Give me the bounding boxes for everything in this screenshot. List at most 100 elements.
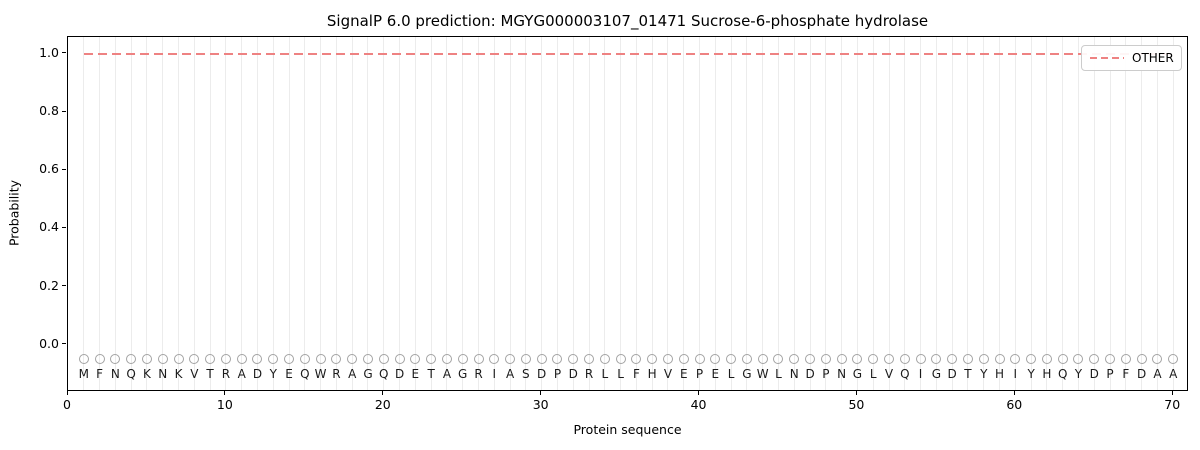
residue-letter: A bbox=[442, 366, 452, 381]
gridline bbox=[1014, 37, 1016, 390]
residue-letter: P bbox=[695, 366, 704, 381]
x-tick-mark bbox=[1171, 391, 1173, 395]
residue-marker-circle bbox=[1105, 354, 1116, 365]
residue-letter: N bbox=[110, 366, 120, 381]
x-tick-label: 30 bbox=[532, 397, 549, 412]
gridline bbox=[1141, 37, 1143, 390]
residue-letter: N bbox=[837, 366, 847, 381]
residue-letter: T bbox=[206, 366, 214, 381]
x-tick-mark bbox=[382, 391, 384, 395]
residue-letter: Q bbox=[1057, 366, 1068, 381]
gridline bbox=[777, 37, 779, 390]
residue-marker-circle bbox=[647, 354, 658, 365]
residue-letter: F bbox=[96, 366, 104, 381]
gridline bbox=[888, 37, 890, 390]
gridline bbox=[825, 37, 827, 390]
residue-letter: P bbox=[1106, 366, 1114, 381]
residue-marker-circle bbox=[962, 354, 973, 365]
gridline bbox=[556, 37, 558, 390]
residue-letter: L bbox=[601, 366, 609, 381]
gridline bbox=[809, 37, 811, 390]
y-tick-label: 0.2 bbox=[39, 277, 59, 293]
gridline bbox=[367, 37, 369, 390]
residue-letter: Y bbox=[1027, 366, 1035, 381]
residue-letter: M bbox=[78, 366, 89, 381]
residue-letter: N bbox=[158, 366, 168, 381]
residue-letter: G bbox=[363, 366, 373, 381]
residue-letter: A bbox=[1169, 366, 1178, 381]
legend-label-other: OTHER bbox=[1132, 51, 1174, 65]
residue-marker-circle bbox=[394, 354, 405, 365]
residue-letter: Y bbox=[980, 366, 988, 381]
residue-letter: H bbox=[995, 366, 1005, 381]
residue-marker-circle bbox=[773, 354, 784, 365]
gridline bbox=[414, 37, 416, 390]
residue-letter: L bbox=[775, 366, 782, 381]
gridline bbox=[114, 37, 116, 390]
gridline bbox=[714, 37, 716, 390]
residue-letter: V bbox=[190, 366, 199, 381]
gridline bbox=[683, 37, 685, 390]
residue-letter: R bbox=[221, 366, 231, 381]
residue-letter: S bbox=[522, 366, 530, 381]
residue-letter: I bbox=[492, 366, 497, 381]
residue-marker-circle bbox=[315, 354, 326, 365]
x-tick-mark bbox=[540, 391, 542, 395]
residue-letter: T bbox=[964, 366, 972, 381]
residue-marker-circle bbox=[1136, 354, 1147, 365]
residue-marker-circle bbox=[726, 354, 737, 365]
gridline bbox=[635, 37, 637, 390]
residue-marker-circle bbox=[489, 354, 500, 365]
gridline bbox=[162, 37, 164, 390]
residue-letter: G bbox=[931, 366, 942, 381]
residue-marker-circle bbox=[789, 354, 800, 365]
residue-marker-circle bbox=[994, 354, 1005, 365]
residue-letter: D bbox=[1089, 366, 1099, 381]
residue-marker-circle bbox=[1026, 354, 1037, 365]
residue-letter: D bbox=[537, 366, 547, 381]
x-tick-label: 0 bbox=[63, 397, 71, 412]
residue-marker-circle bbox=[978, 354, 989, 365]
residue-letter: H bbox=[1042, 366, 1052, 381]
gridline bbox=[667, 37, 669, 390]
gridline bbox=[509, 37, 511, 390]
residue-marker-circle bbox=[141, 354, 152, 365]
residue-letter: I bbox=[918, 366, 923, 381]
residue-letter: E bbox=[711, 366, 720, 381]
gridline bbox=[604, 37, 606, 390]
gridline bbox=[1172, 37, 1174, 390]
gridline bbox=[288, 37, 290, 390]
gridline bbox=[904, 37, 906, 390]
x-tick-label: 20 bbox=[374, 397, 391, 412]
residue-marker-circle bbox=[252, 354, 263, 365]
gridline bbox=[399, 37, 401, 390]
residue-letter: G bbox=[742, 366, 752, 381]
residue-marker-circle bbox=[884, 354, 894, 365]
gridline bbox=[225, 37, 227, 390]
residue-marker-circle bbox=[441, 354, 452, 365]
gridline bbox=[588, 37, 590, 390]
residue-letter: I bbox=[1013, 366, 1018, 381]
gridline bbox=[430, 37, 432, 390]
gridline bbox=[462, 37, 464, 390]
gridline bbox=[841, 37, 843, 390]
residue-letter: D bbox=[394, 366, 405, 381]
y-tick-label: 0.8 bbox=[39, 103, 59, 119]
gridline bbox=[130, 37, 132, 390]
gridline bbox=[335, 37, 337, 390]
y-tick-label: 0.0 bbox=[39, 335, 59, 351]
gridline bbox=[856, 37, 858, 390]
gridline bbox=[320, 37, 322, 390]
residue-marker-circle bbox=[457, 354, 468, 365]
gridline bbox=[541, 37, 543, 390]
residue-marker-circle bbox=[78, 354, 89, 365]
gridline bbox=[272, 37, 274, 390]
residue-marker-circle bbox=[505, 354, 516, 365]
residue-marker-circle bbox=[868, 354, 879, 365]
residue-marker-circle bbox=[915, 354, 926, 365]
residue-marker-circle bbox=[568, 354, 579, 365]
residue-marker-circle bbox=[820, 354, 831, 365]
gridline bbox=[383, 37, 385, 390]
residue-letter: P bbox=[553, 366, 562, 381]
